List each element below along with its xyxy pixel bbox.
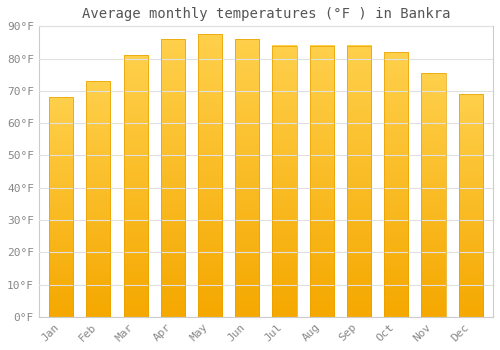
Bar bbox=[124, 55, 148, 317]
Bar bbox=[422, 73, 446, 317]
Bar bbox=[198, 34, 222, 317]
Bar bbox=[235, 39, 260, 317]
Bar bbox=[49, 97, 73, 317]
Bar bbox=[347, 46, 371, 317]
Bar bbox=[384, 52, 408, 317]
Title: Average monthly temperatures (°F ) in Bankra: Average monthly temperatures (°F ) in Ba… bbox=[82, 7, 450, 21]
Bar bbox=[310, 46, 334, 317]
Bar bbox=[86, 81, 110, 317]
Bar bbox=[458, 94, 483, 317]
Bar bbox=[160, 39, 185, 317]
Bar bbox=[272, 46, 296, 317]
